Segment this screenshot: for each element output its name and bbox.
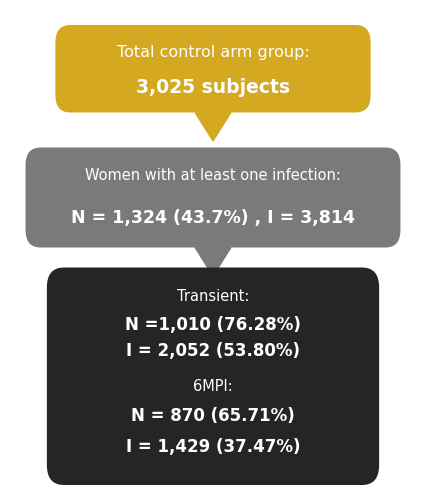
Text: Total control arm group:: Total control arm group: — [117, 46, 309, 60]
Text: N = 870 (65.71%): N = 870 (65.71%) — [131, 408, 295, 426]
Text: Transient:: Transient: — [177, 290, 249, 304]
FancyBboxPatch shape — [55, 25, 371, 112]
Text: 3,025 subjects: 3,025 subjects — [136, 78, 290, 98]
Text: Women with at least one infection:: Women with at least one infection: — [85, 168, 341, 183]
Text: I = 2,052 (53.80%): I = 2,052 (53.80%) — [126, 342, 300, 360]
Text: N = 1,324 (43.7%) , I = 3,814: N = 1,324 (43.7%) , I = 3,814 — [71, 208, 355, 226]
Text: I = 1,429 (37.47%): I = 1,429 (37.47%) — [126, 438, 300, 456]
Text: 6MPI:: 6MPI: — [193, 378, 233, 394]
Polygon shape — [195, 112, 231, 141]
Text: N =1,010 (76.28%): N =1,010 (76.28%) — [125, 316, 301, 334]
FancyBboxPatch shape — [47, 268, 379, 485]
FancyBboxPatch shape — [26, 148, 400, 248]
Polygon shape — [195, 248, 231, 276]
